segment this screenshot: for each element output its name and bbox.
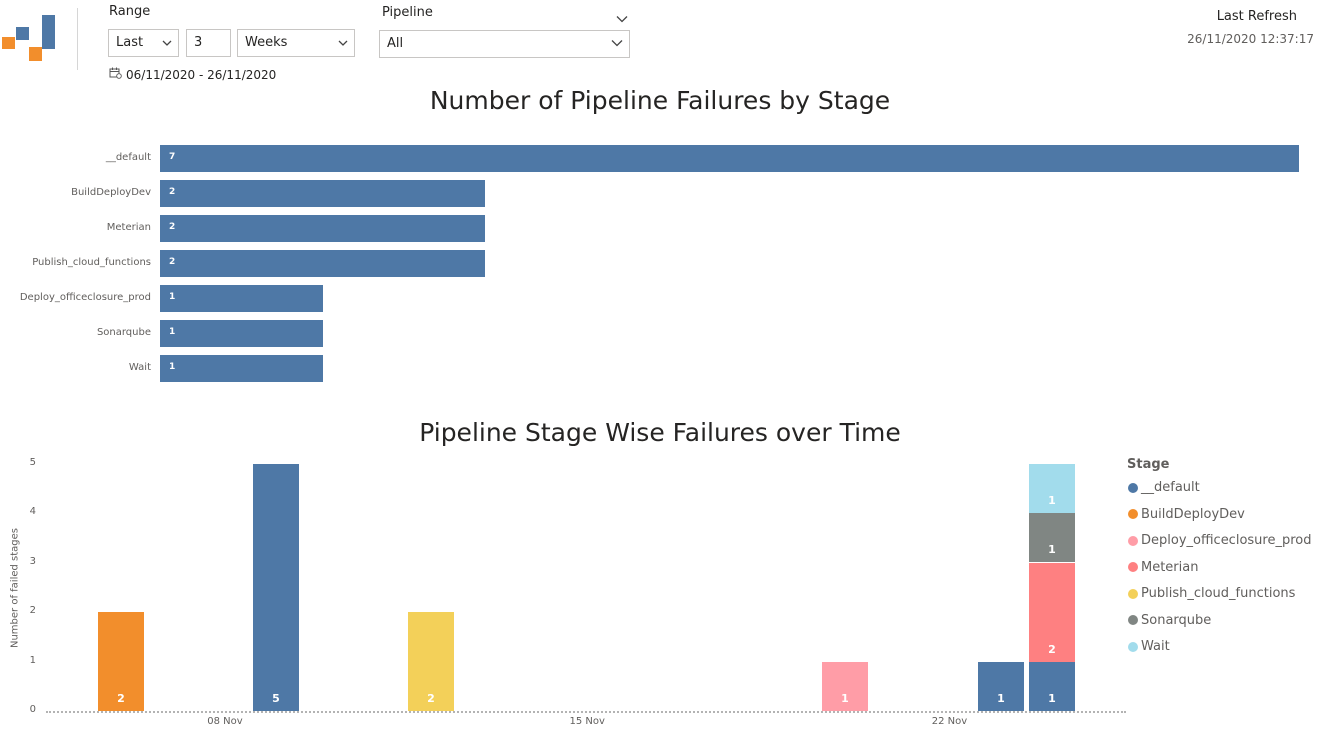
legend-marker [1128,562,1138,572]
bar[interactable]: 2 [160,180,485,207]
y-tick-label: 0 [29,704,36,715]
legend-label: Deploy_officeclosure_prod [1141,533,1312,548]
x-tick-label: 22 Nov [931,716,968,727]
bar-blocks-logo [0,14,60,64]
pipeline-dropdown[interactable]: All [379,30,630,58]
bar[interactable]: 1 [160,285,323,312]
calendar-icon [109,67,122,82]
bar-segment[interactable]: 2 [98,612,144,711]
data-label: 2 [117,692,125,705]
date-range: 06/11/2020 - 26/11/2020 [109,67,276,82]
range-unit-value: Weeks [245,35,288,50]
chart-title-failures-over-time: Pipeline Stage Wise Failures over Time [419,418,901,447]
logo-block [29,47,42,61]
data-label: 1 [1048,543,1056,556]
data-label: 1 [997,692,1005,705]
legend-item[interactable]: Sonarqube [1128,613,1211,628]
category-label: Deploy_officeclosure_prod [19,292,151,303]
legend-label: __default [1141,480,1200,495]
bar-segment[interactable]: 1 [1029,464,1075,513]
data-label: 1 [841,692,849,705]
data-label: 1 [169,362,176,372]
y-tick-label: 4 [29,506,36,518]
last-refresh-time: 26/11/2020 12:37:17 [1187,32,1314,46]
data-label: 5 [272,692,280,705]
range-count-value: 3 [194,35,203,50]
pipeline-value: All [387,36,404,51]
category-label: __default [105,152,151,163]
legend-label: Wait [1141,639,1170,654]
legend-marker [1128,482,1138,493]
date-range-text: 06/11/2020 - 26/11/2020 [126,67,277,82]
data-label: 2 [427,692,435,705]
legend-item[interactable]: Deploy_officeclosure_prod [1128,533,1312,548]
legend-marker [1128,588,1138,599]
bar-segment[interactable]: 1 [1029,513,1075,562]
header-divider [77,8,78,70]
x-tick-label: 08 Nov [207,716,243,727]
range-mode-dropdown[interactable]: Last [108,29,179,57]
bar[interactable]: 1 [160,355,323,382]
legend-marker [1128,535,1138,546]
bar-segment[interactable]: 5 [253,464,299,711]
data-label: 2 [1048,643,1056,656]
y-axis-label: Number of failed stages [9,527,21,649]
data-label: 7 [169,152,176,162]
data-label: 2 [169,187,176,197]
legend-marker [1128,641,1138,652]
logo-block [2,37,15,49]
y-tick-label: 1 [29,654,36,666]
bar-segment[interactable]: 1 [822,662,868,711]
legend-item[interactable]: Meterian [1128,560,1198,575]
legend-item[interactable]: BuildDeployDev [1128,507,1245,522]
category-label: Meterian [106,222,151,233]
logo-block [42,15,55,49]
range-count-input[interactable]: 3 [186,29,231,57]
data-label: 1 [169,292,176,302]
legend-item[interactable]: Publish_cloud_functions [1128,586,1295,601]
y-tick-label: 3 [29,555,36,567]
bar-segment[interactable]: 1 [978,662,1024,711]
chevron-down-icon [162,39,172,47]
data-label: 1 [1048,692,1056,705]
range-label: Range [109,4,151,19]
y-tick-label: 2 [29,605,36,617]
legend-label: Publish_cloud_functions [1141,586,1296,601]
legend-item[interactable]: __default [1128,480,1200,495]
x-axis-line [46,711,1126,713]
data-label: 1 [169,327,176,337]
chevron-down-icon [611,39,623,47]
legend-marker [1128,615,1138,625]
data-label: 2 [169,257,176,267]
range-mode-value: Last [116,35,144,50]
bar-segment[interactable]: 2 [408,612,454,711]
range-unit-dropdown[interactable]: Weeks [237,29,355,57]
chart-title-failures-by-stage: Number of Pipeline Failures by Stage [429,86,891,115]
chevron-down-icon[interactable] [616,8,628,27]
bar[interactable]: 1 [160,320,323,347]
logo-block [16,27,29,40]
x-tick-label: 15 Nov [569,716,605,727]
y-tick-label: 5 [29,457,36,468]
category-label: BuildDeployDev [71,187,151,198]
category-label: Publish_cloud_functions [32,257,151,268]
legend-label: BuildDeployDev [1141,506,1245,522]
last-refresh-label: Last Refresh [1216,9,1297,24]
data-label: 1 [1048,494,1056,507]
bar-segment[interactable]: 1 [1029,662,1075,711]
category-label: Sonarqube [96,327,151,338]
legend-label: Meterian [1141,559,1199,575]
legend-marker [1128,509,1138,519]
bar[interactable]: 7 [160,145,1299,172]
bar[interactable]: 2 [160,215,485,242]
category-label: Wait [128,362,151,373]
bar[interactable]: 2 [160,250,485,277]
data-label: 2 [169,222,176,232]
legend-item[interactable]: Wait [1128,639,1170,654]
chevron-down-icon [338,39,348,47]
bar-segment[interactable]: 2 [1029,563,1075,662]
pipeline-label: Pipeline [382,5,433,20]
legend-label: Sonarqube [1141,612,1212,628]
legend-title: Stage [1127,457,1170,472]
